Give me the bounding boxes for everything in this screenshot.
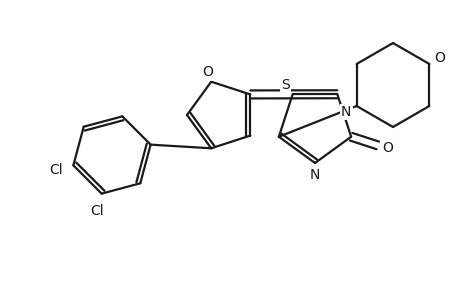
Text: Cl: Cl [90, 204, 104, 218]
Text: O: O [433, 51, 444, 65]
Text: N: N [340, 105, 351, 119]
Text: O: O [381, 142, 392, 155]
Text: O: O [202, 65, 213, 79]
Text: N: N [309, 168, 319, 182]
Text: Cl: Cl [49, 163, 62, 177]
Text: S: S [280, 77, 289, 92]
